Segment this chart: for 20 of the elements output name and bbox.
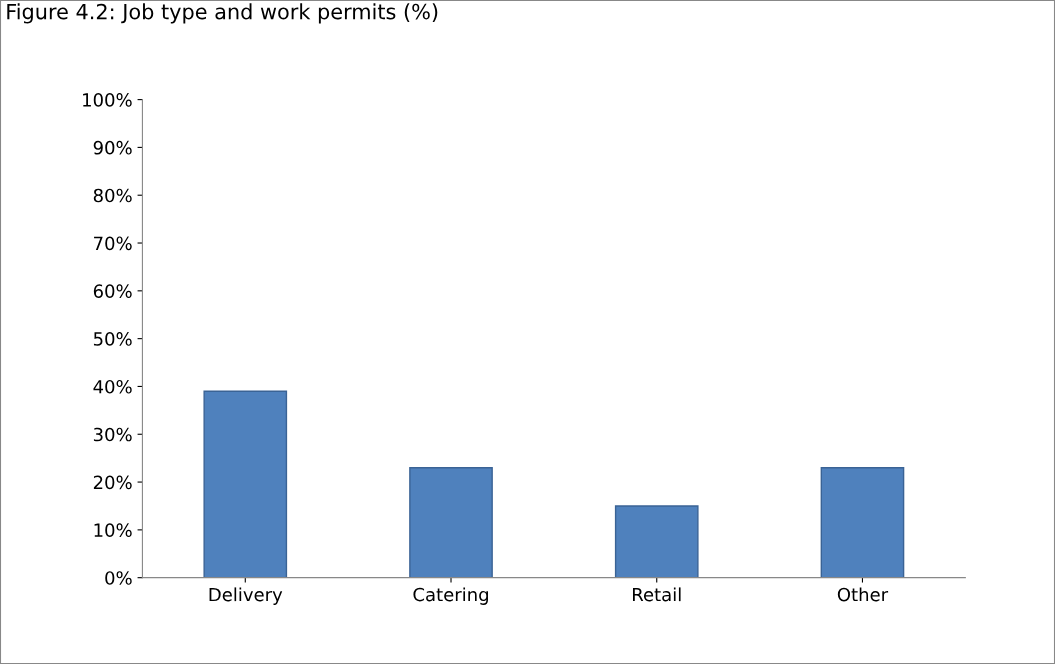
x-tick-label: Delivery	[209, 587, 283, 605]
y-tick-label: 50%	[93, 332, 132, 346]
x-tick-label: Retail	[633, 587, 681, 602]
y-tick-label: 10%	[94, 523, 132, 537]
bar	[203, 390, 288, 578]
bar	[820, 467, 905, 578]
y-tick-label: 0%	[105, 571, 132, 585]
x-tick-label: Other	[837, 587, 889, 602]
y-tick-label: 20%	[93, 475, 132, 490]
y-tick-label: 90%	[93, 140, 132, 155]
y-tick-label: 80%	[93, 188, 132, 203]
y-tick-label: 60%	[93, 284, 132, 298]
bar	[409, 467, 493, 578]
y-tick-label: 30%	[93, 427, 132, 442]
bar	[614, 505, 699, 578]
chart-title: Figure 4.2: Job type and work permits (%)	[7, 3, 438, 24]
y-tick-label: 40%	[93, 379, 132, 394]
y-tick-label: 100%	[83, 93, 132, 107]
y-tick-label: 70%	[94, 236, 132, 251]
x-tick-label: Catering	[413, 587, 488, 605]
